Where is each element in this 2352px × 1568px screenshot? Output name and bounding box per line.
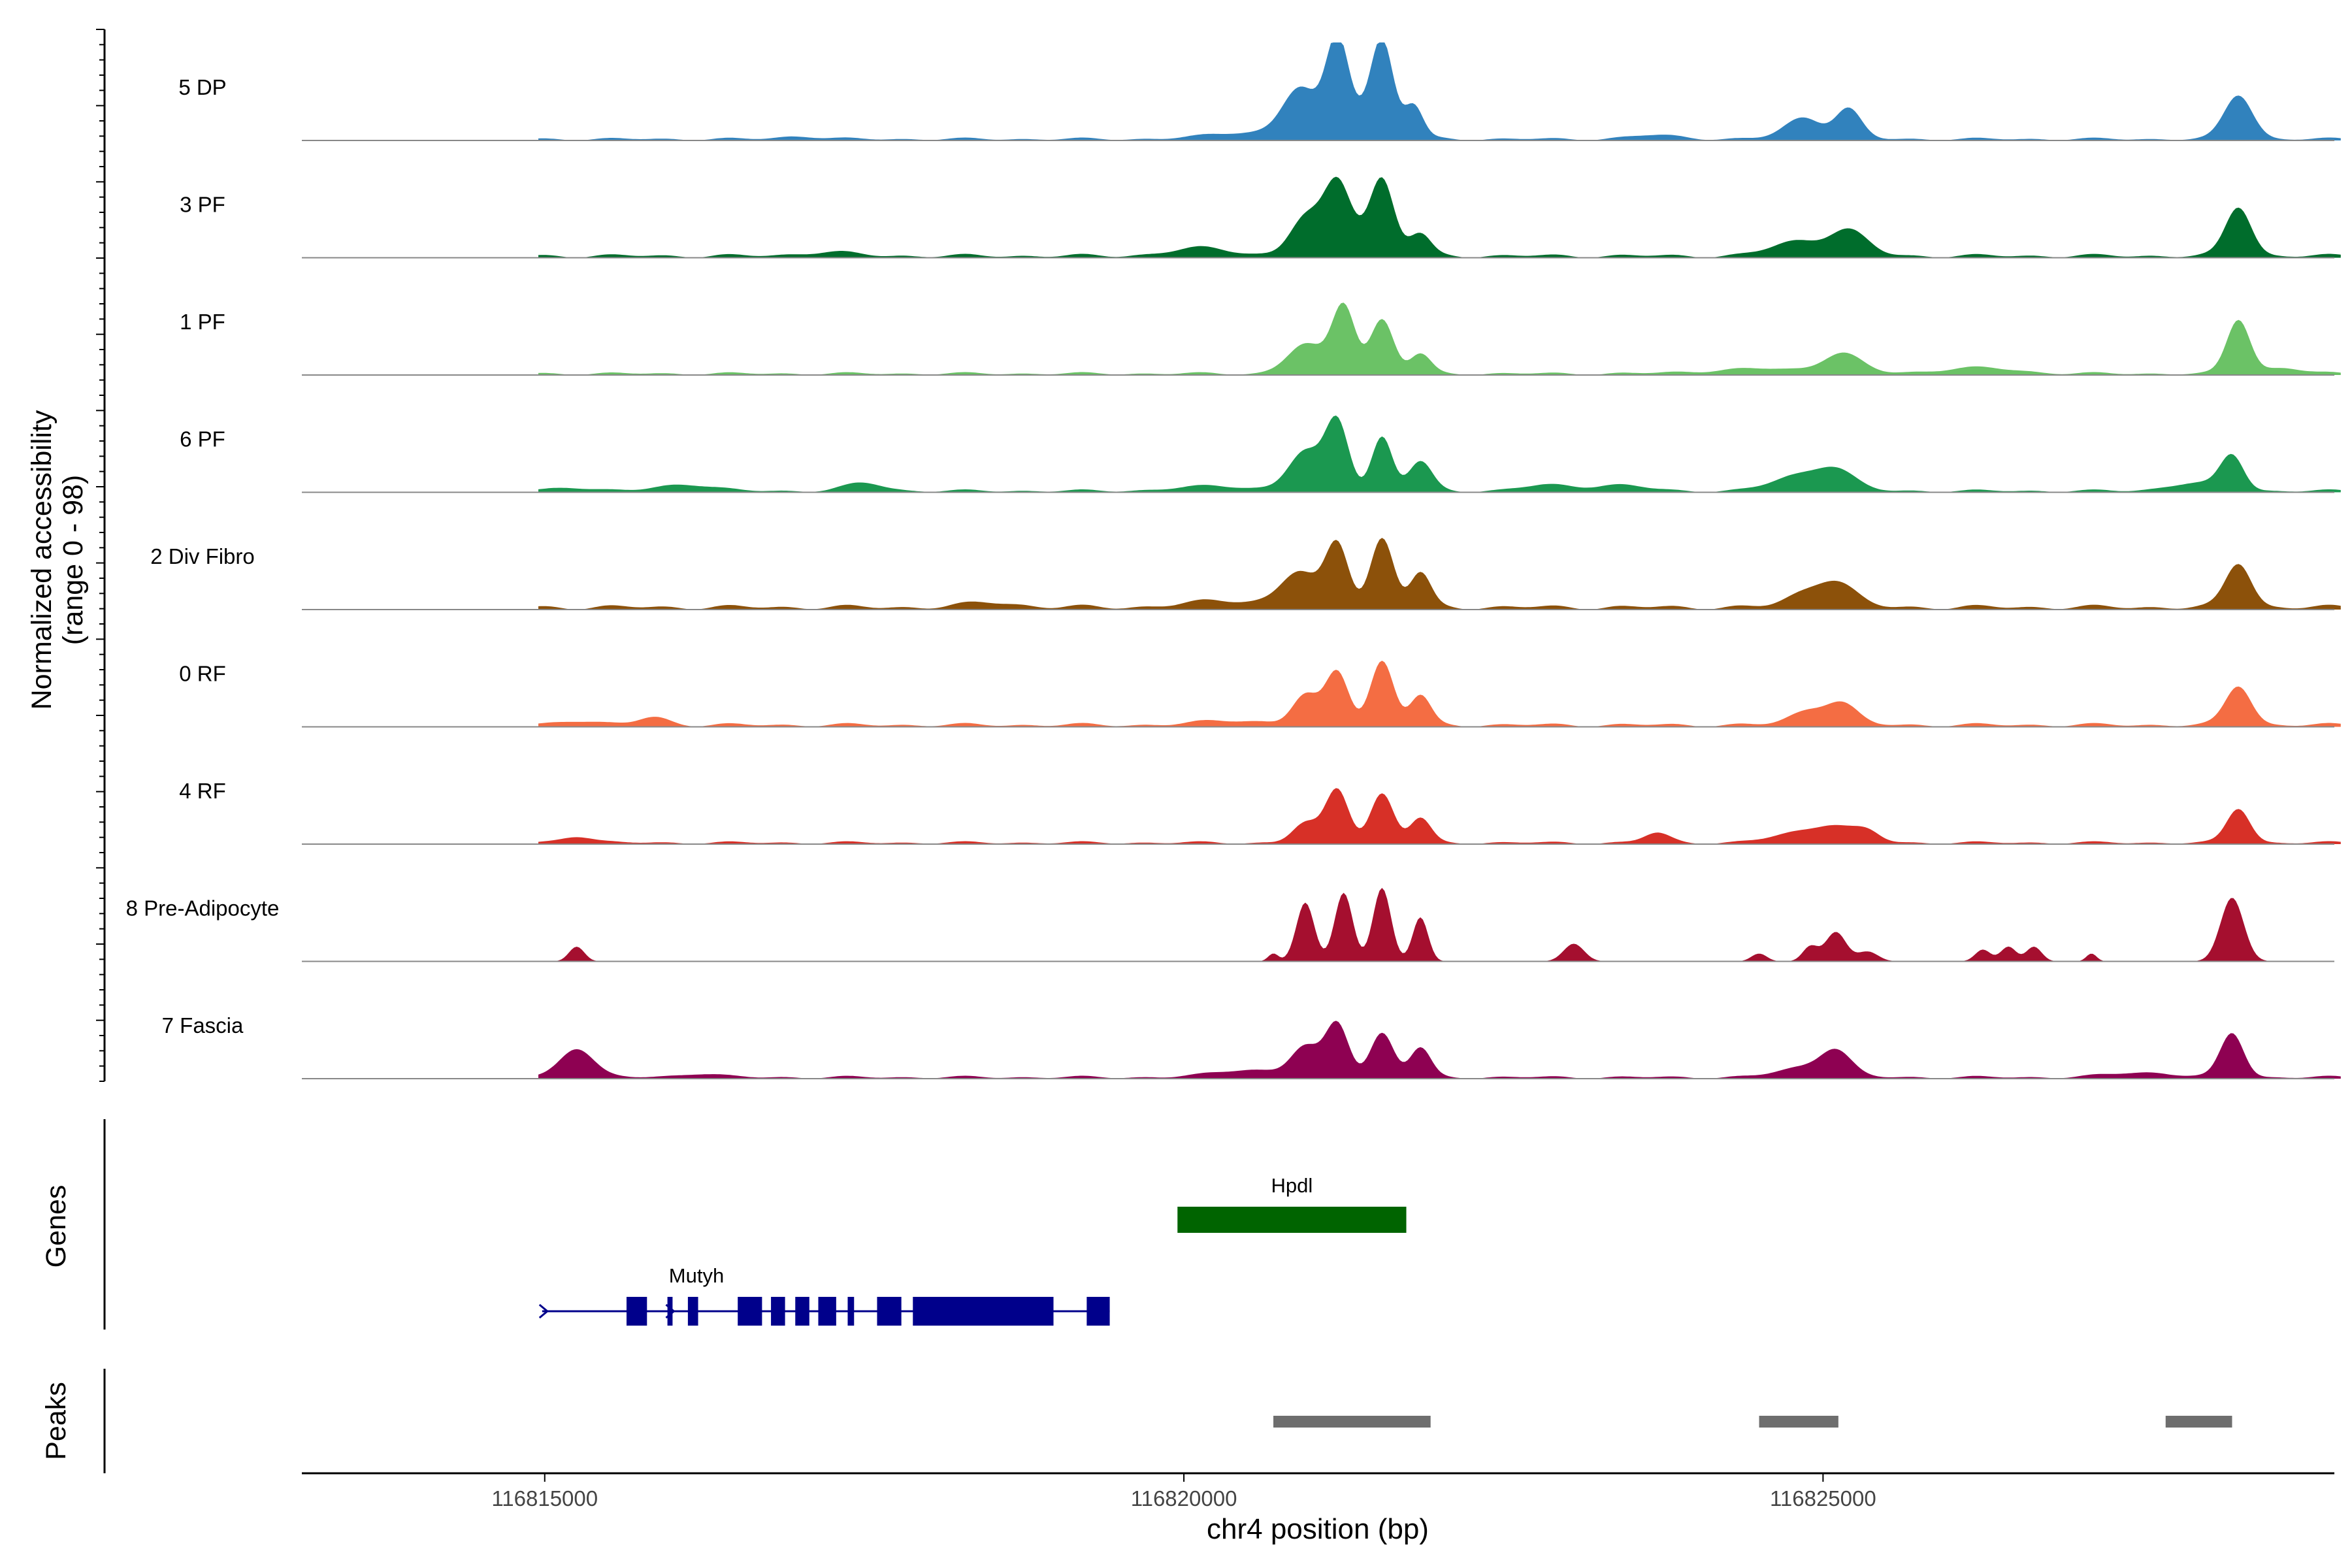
track-3-pf: 3 PF xyxy=(180,176,2341,259)
gene-label: Hpdl xyxy=(1271,1174,1313,1197)
gene-track: Hpdl Mutyh xyxy=(538,1174,1407,1326)
coverage-area xyxy=(538,416,2341,493)
coverage-area xyxy=(538,661,2341,727)
track-2-div-fibro: 2 Div Fibro xyxy=(150,538,2341,610)
x-tick-label: 116815000 xyxy=(491,1486,598,1511)
track-5-dp: 5 DP xyxy=(178,42,2341,141)
track-6-pf: 6 PF xyxy=(180,416,2341,493)
gene-exon xyxy=(913,1297,1054,1326)
coverage-area xyxy=(538,1021,2341,1079)
coverage-area xyxy=(538,888,2341,962)
track-label: 1 PF xyxy=(180,310,225,334)
peaks-track-label: Peaks xyxy=(41,1382,72,1460)
track-label: 0 RF xyxy=(179,662,226,686)
coverage-area xyxy=(538,538,2341,610)
track-label: 4 RF xyxy=(179,779,226,803)
track-label: 2 Div Fibro xyxy=(150,544,255,568)
gene-exon xyxy=(877,1297,902,1326)
x-tick-label: 116825000 xyxy=(1770,1486,1876,1511)
coverage-area xyxy=(538,302,2341,375)
gene-exon xyxy=(626,1297,647,1326)
coverage-area xyxy=(538,788,2341,844)
gene-exon xyxy=(738,1297,762,1326)
strand-arrow xyxy=(996,1303,1007,1319)
x-axis-title: chr4 position (bp) xyxy=(1207,1513,1429,1545)
y-axis-title-line1: Normalized accessibility xyxy=(26,410,57,710)
gene-exon xyxy=(1086,1297,1110,1326)
peak-region xyxy=(1273,1416,1431,1428)
track-1-pf: 1 PF xyxy=(180,302,2341,376)
track-label: 7 Fascia xyxy=(162,1013,244,1037)
track-label: 8 Pre-Adipocyte xyxy=(126,896,280,921)
track-7-fascia: 7 Fascia xyxy=(162,1013,2341,1079)
coverage-area xyxy=(538,42,2341,140)
strand-arrow xyxy=(665,1303,676,1319)
gene-body xyxy=(1177,1207,1407,1233)
gene-exon xyxy=(667,1297,673,1326)
coverage-tracks: 5 DP 3 PF 1 PF 6 PF 2 Div Fibro 0 RF 4 RF 8 Pre… xyxy=(126,42,2341,1079)
gene-exon xyxy=(687,1297,698,1326)
track-label: 3 PF xyxy=(180,193,225,217)
track-8-pre-adipocyte: 8 Pre-Adipocyte xyxy=(126,888,2341,962)
gene-hpdl: Hpdl xyxy=(1177,1174,1407,1233)
gene-exon xyxy=(795,1297,809,1326)
coverage-area xyxy=(538,176,2341,258)
strand-arrow xyxy=(538,1303,549,1319)
peak-track xyxy=(1273,1416,2232,1428)
gene-exon xyxy=(771,1297,785,1326)
peak-region xyxy=(2165,1416,2232,1428)
track-label: 6 PF xyxy=(180,427,225,451)
genes-track-label: Genes xyxy=(41,1185,72,1268)
track-0-rf: 0 RF xyxy=(179,661,2341,728)
track-label: 5 DP xyxy=(178,75,226,99)
axes: 116815000 116820000 116825000 xyxy=(96,29,2334,1511)
gene-exon xyxy=(847,1297,855,1326)
peak-region xyxy=(1759,1416,1838,1428)
x-tick-label: 116820000 xyxy=(1131,1486,1237,1511)
gene-mutyh: Mutyh xyxy=(538,1264,1110,1326)
gene-exon xyxy=(818,1297,836,1326)
track-4-rf: 4 RF xyxy=(179,779,2341,845)
gene-label: Mutyh xyxy=(669,1264,724,1287)
y-axis-title-line2: (range 0 - 98) xyxy=(57,475,89,645)
